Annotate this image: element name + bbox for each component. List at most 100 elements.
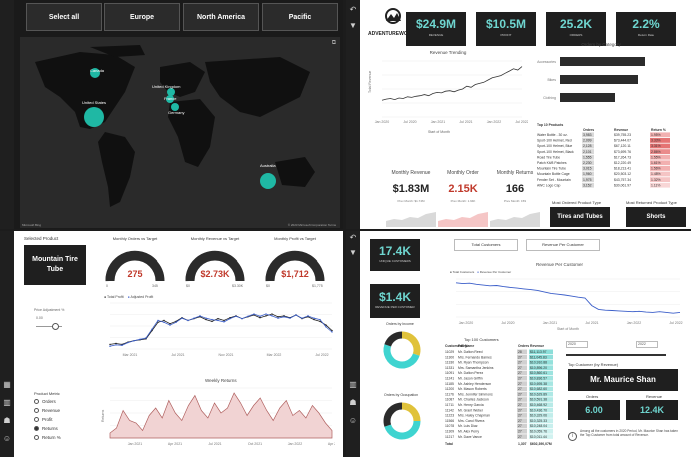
date-slider-track[interactable]: [566, 354, 666, 356]
world-map[interactable]: Canada United States United Kingdom Fran…: [20, 37, 340, 228]
users-icon-2[interactable]: ☗: [349, 398, 357, 407]
user-icon[interactable]: ☺: [2, 434, 12, 443]
filter-icon[interactable]: ▼: [349, 21, 357, 30]
orders-by-income-donut[interactable]: [382, 330, 422, 370]
customer-trend-chart[interactable]: Jan 2020 Jul 2020 Jan 2021 Jul 2021 Jan 2022…: [446, 275, 684, 333]
monthly-value-1: 2.15K: [448, 183, 478, 195]
gauge-1[interactable]: [178, 245, 252, 285]
table-cell: 11241: [445, 377, 454, 381]
logo: ADVENTUREWORKS: [368, 6, 418, 42]
region-button-2[interactable]: North America: [183, 3, 259, 31]
info-icon: i: [568, 432, 577, 441]
region-button-3[interactable]: Pacific: [262, 3, 338, 31]
monthly-sparkline-2: [490, 212, 540, 227]
returns-xtick: Apr 2022: [328, 442, 335, 446]
kpi-value: 25.2K: [559, 17, 593, 31]
top-customer-revenue-label: Revenue: [646, 394, 663, 399]
top10-cell: $17,264.73: [614, 155, 631, 159]
cust-xtick: Jan 2021: [543, 321, 557, 325]
top10-header: Return %: [651, 128, 666, 132]
orders-cell-bg: [517, 429, 527, 434]
gauge-title-2: Monthly Profit vs Target: [274, 236, 316, 241]
top-customers-title: Top 100 Customers: [464, 337, 499, 342]
orders-cell-bg: [517, 413, 527, 418]
rev-xtick: Jul 2022: [515, 120, 528, 124]
orders-cell-bg: [517, 402, 527, 408]
orders-by-category-chart[interactable]: Accessories Bikes Clothing: [536, 47, 666, 113]
top10-cell: Fender Set - Mountain: [537, 178, 571, 182]
table-cell: 11200: [445, 387, 454, 391]
table-cell: $10,695.38: [530, 382, 547, 386]
top10-cell: $73,444.07: [614, 139, 631, 143]
table-cell: Mr. Alex Perry: [458, 430, 479, 434]
price-slider-handle[interactable]: [52, 323, 59, 330]
orders-cell-bg: [517, 360, 527, 365]
home-icon[interactable]: ▦: [3, 380, 11, 389]
top10-cell: 1,975: [583, 178, 592, 182]
metric-radio-1[interactable]: [34, 408, 39, 413]
price-slider[interactable]: [36, 326, 62, 327]
donut1-title: Orders by Income: [386, 322, 414, 326]
top10-cell: Sport-100 Helmet, Black: [537, 150, 574, 154]
donut-segment: [383, 402, 403, 427]
revenue-cell-bg: [529, 354, 553, 360]
top10-cell: $73,699.76: [614, 150, 631, 154]
revenue-trend-chart[interactable]: Jan 2020 Jul 2020 Jan 2021 Jul 2021 Jan 2022…: [368, 55, 529, 133]
top-products-table[interactable]: Top 10 Products Orders Revenue Return % Wate…: [536, 122, 671, 198]
table-cell: 27: [518, 361, 522, 365]
orders-by-occupation-donut[interactable]: [382, 401, 422, 441]
weekly-returns-chart[interactable]: Jan 2021 Apr 2021 Jul 2021 Oct 2021 Jan 2022…: [100, 384, 335, 452]
region-button-0[interactable]: Select all: [26, 3, 102, 31]
table-cell: Mrs. Samantha Jenkins: [458, 366, 494, 370]
date-slider-start[interactable]: 2020: [566, 341, 588, 348]
revenue-trend-title: Revenue Trending: [429, 50, 467, 55]
profit-trend-chart[interactable]: Mar 2021 Jul 2021 Nov 2021 Mar 2022 Jul 2022: [100, 301, 335, 363]
chart-icon-2[interactable]: ▥: [349, 380, 357, 389]
revenue-cell-bg: [529, 349, 553, 355]
user-icon-2[interactable]: ☺: [348, 416, 358, 425]
filter-icon-2[interactable]: ▼: [349, 248, 357, 257]
table-cell: $10,436.70: [530, 408, 547, 412]
kpi-card-1: $10.5M PROFIT: [476, 12, 536, 46]
metric-radio-4[interactable]: [34, 435, 39, 440]
returns-xtick: Jan 2022: [288, 442, 302, 446]
users-icon[interactable]: ☗: [3, 416, 11, 425]
orders-cell-bg: [582, 149, 594, 154]
metric-radio-2[interactable]: [34, 417, 39, 422]
orders-cell-bg: [517, 354, 527, 360]
legend-adjusted-profit: Adjusted Profit: [130, 295, 154, 299]
top10-cell: 3,015: [583, 167, 592, 171]
top10-cell: Sport-100 Helmet, Red: [537, 139, 572, 143]
gauge-0[interactable]: [98, 245, 172, 285]
kpi-label: PROFIT: [500, 33, 512, 37]
toggle-revenue-per-customer[interactable]: Revenue Per Customer: [526, 239, 600, 251]
price-adjustment-label: Price Adjustment %: [34, 308, 65, 312]
chart-icon[interactable]: ▥: [3, 398, 11, 407]
trend-title: Revenue Per Customer: [536, 262, 584, 267]
orders-cell-bg: [582, 160, 594, 166]
region-button-1[interactable]: Europe: [104, 3, 180, 31]
top10-cell: 1.95%: [651, 133, 661, 137]
gauge-2[interactable]: [258, 245, 332, 285]
top10-cell: $18,213.41: [614, 167, 631, 171]
metric-radio-3[interactable]: [34, 426, 39, 431]
table-cell: $10,860.61: [530, 371, 547, 375]
orders-cell-bg: [582, 171, 594, 177]
back-icon-2[interactable]: ↶: [349, 233, 357, 242]
date-slider-end[interactable]: 2022: [636, 341, 658, 348]
table-cell: 27: [518, 414, 522, 418]
orders-cell-bg: [517, 376, 527, 381]
revenue-cell-bg: [529, 376, 553, 381]
metric-radio-0[interactable]: [34, 399, 39, 404]
map-focus-icon[interactable]: ⧉: [331, 40, 336, 46]
profit-xtick: Mar 2021: [123, 353, 138, 357]
monthly-sparkline-0: [386, 212, 436, 227]
table-cell: $11,113.97: [530, 350, 547, 354]
back-icon[interactable]: ↶: [349, 5, 357, 14]
toggle-total-customers[interactable]: Total Customers: [454, 239, 518, 251]
return-cell-bg: [650, 143, 670, 149]
table-header: Revenue: [530, 344, 544, 348]
orders-cell-bg: [582, 132, 594, 138]
kpi-card-3: 2.2% Return Rate: [616, 12, 676, 46]
